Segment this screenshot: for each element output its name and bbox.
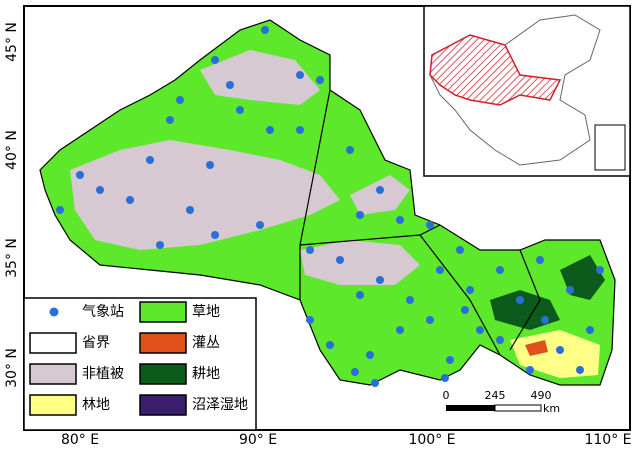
station — [436, 266, 444, 274]
station — [456, 246, 464, 254]
lat-label: 40° N — [4, 130, 20, 170]
station — [296, 126, 304, 134]
station — [186, 206, 194, 214]
legend-swatch — [139, 363, 187, 385]
station — [356, 291, 364, 299]
lon-label: 110° E — [584, 432, 631, 448]
legend-label: 林地 — [82, 397, 110, 413]
station — [526, 366, 534, 374]
station — [166, 116, 174, 124]
lon-label: 80° E — [61, 432, 99, 448]
station — [351, 368, 359, 376]
scale-label: 490 — [531, 389, 552, 402]
station — [556, 346, 564, 354]
station — [541, 316, 549, 324]
station — [586, 326, 594, 334]
lat-label: 35° N — [4, 238, 20, 278]
station — [426, 221, 434, 229]
station — [336, 256, 344, 264]
station — [146, 156, 154, 164]
scale-unit: km — [543, 402, 560, 415]
legend-label: 非植被 — [82, 366, 124, 382]
station — [376, 276, 384, 284]
station — [236, 106, 244, 114]
legend-label: 草地 — [192, 304, 220, 320]
scale-label: 0 — [443, 389, 450, 402]
station — [306, 316, 314, 324]
axis-labels: 80° E 90° E 100° E 110° E 45° N 40° N 35° N 30°… — [4, 22, 632, 448]
legend-swatch — [139, 332, 187, 354]
station — [96, 186, 104, 194]
station — [426, 316, 434, 324]
legend-label: 耕地 — [192, 365, 220, 382]
station — [316, 76, 324, 84]
station — [211, 231, 219, 239]
station — [356, 211, 364, 219]
station — [346, 146, 354, 154]
station — [566, 286, 574, 294]
legend-label: 沼泽湿地 — [192, 397, 248, 413]
scale-label: 245 — [485, 389, 506, 402]
station — [396, 216, 404, 224]
legend-swatch — [139, 301, 187, 323]
lat-label: 45° N — [4, 22, 20, 62]
station — [226, 81, 234, 89]
station — [461, 306, 469, 314]
station — [496, 336, 504, 344]
station — [126, 196, 134, 204]
station — [176, 96, 184, 104]
station — [536, 256, 544, 264]
station — [371, 379, 379, 387]
legend-symbol — [49, 307, 59, 317]
station — [56, 206, 64, 214]
legend-swatch — [29, 332, 77, 354]
station — [256, 221, 264, 229]
legend-swatch — [29, 363, 77, 385]
station — [376, 186, 384, 194]
inset-map — [423, 5, 631, 177]
station — [261, 26, 269, 34]
station — [366, 351, 374, 359]
legend-swatch — [29, 394, 77, 416]
legend-label: 气象站 — [82, 304, 124, 320]
lon-label: 90° E — [239, 432, 277, 448]
legend-label: 省界 — [82, 335, 110, 351]
station — [266, 126, 274, 134]
station — [446, 356, 454, 364]
station — [516, 296, 524, 304]
station — [76, 171, 84, 179]
stations — [56, 26, 604, 387]
station — [406, 296, 414, 304]
station — [211, 56, 219, 64]
station — [396, 326, 404, 334]
station — [296, 71, 304, 79]
station — [156, 241, 164, 249]
station — [596, 266, 604, 274]
station — [476, 326, 484, 334]
lat-label: 30° N — [4, 348, 20, 388]
lon-label: 100° E — [408, 432, 455, 448]
station — [206, 161, 214, 169]
legend-swatch — [139, 394, 187, 416]
station — [306, 246, 314, 254]
station — [576, 366, 584, 374]
station — [326, 341, 334, 349]
legend-label: 灌丛 — [192, 335, 220, 351]
station — [496, 266, 504, 274]
station — [466, 286, 474, 294]
station — [441, 374, 449, 382]
